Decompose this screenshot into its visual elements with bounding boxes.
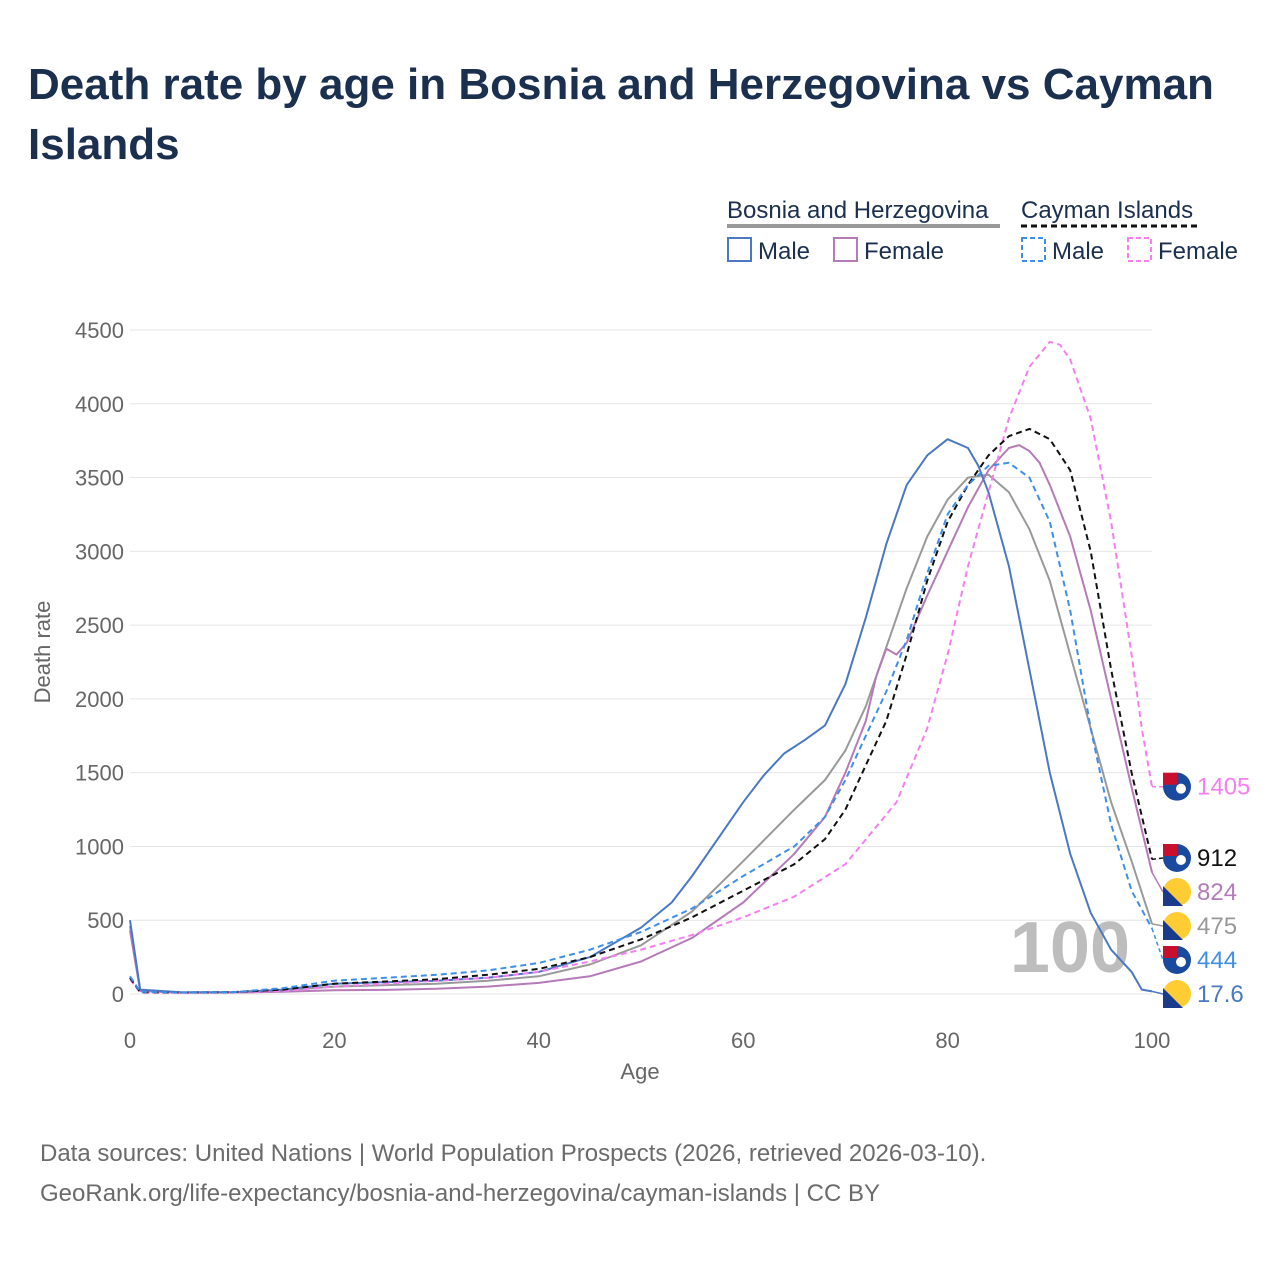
y-axis-ticks: 0 500 1000 1500 2000 2500 3000 3500 4000 4500 xyxy=(75,318,124,1007)
end-label-ba_male: 17.6 xyxy=(1197,981,1244,1008)
bosnia-flag-icon xyxy=(1163,980,1191,1008)
x-tick-20: 20 xyxy=(322,1028,346,1053)
footer-url[interactable]: GeoRank.org/life-expectancy/bosnia-and-h… xyxy=(40,1180,880,1207)
gridlines xyxy=(130,329,1152,995)
end-label-ky_total: 912 xyxy=(1197,845,1237,872)
flag-ky-crest xyxy=(1176,957,1186,967)
series-line-ba_total xyxy=(129,473,1153,994)
flag-ky-crest xyxy=(1176,783,1186,794)
end-label-ky_female: 1405 xyxy=(1197,774,1250,801)
chart-title: Death rate by age in Bosnia and Herzegov… xyxy=(28,60,1214,169)
legend-bosnia-female-label: Female xyxy=(864,238,944,265)
legend-cayman-female-label: Female xyxy=(1158,238,1238,265)
legend-group-cayman: Cayman Islands xyxy=(1021,197,1193,224)
flag-ba-blue xyxy=(1163,886,1183,906)
y-tick-4500: 4500 xyxy=(75,318,124,343)
legend-bosnia-male-swatch xyxy=(727,237,752,262)
y-tick-2000: 2000 xyxy=(75,687,124,712)
end-connector-ba_total xyxy=(1151,923,1164,927)
end-label-ky_male: 444 xyxy=(1197,947,1237,974)
x-tick-60: 60 xyxy=(731,1028,755,1053)
series-lines xyxy=(129,340,1153,994)
x-tick-80: 80 xyxy=(935,1028,959,1053)
flag-ba-blue xyxy=(1163,920,1183,940)
series-line-ba_female xyxy=(129,444,1153,994)
legend-cayman-male-label: Male xyxy=(1052,238,1104,265)
x-tick-40: 40 xyxy=(527,1028,551,1053)
x-tick-0: 0 xyxy=(124,1028,136,1053)
flag-ky-union xyxy=(1163,844,1177,856)
end-label-ba_female: 824 xyxy=(1197,879,1237,906)
flag-ky-union xyxy=(1163,946,1177,958)
bosnia-flag-icon xyxy=(1163,912,1191,940)
end-connector-ba_male xyxy=(1151,990,1164,995)
x-axis-title: Age xyxy=(620,1059,659,1084)
legend: Bosnia and Herzegovina Cayman Islands Ma… xyxy=(727,197,1238,265)
year-label: 100 xyxy=(1010,908,1130,988)
x-axis-ticks: 0 20 40 60 80 100 xyxy=(124,1028,1170,1053)
series-line-ba_male xyxy=(129,438,1153,994)
y-tick-3500: 3500 xyxy=(75,466,124,491)
y-tick-500: 500 xyxy=(87,908,124,933)
footer-sources: Data sources: United Nations | World Pop… xyxy=(40,1140,987,1167)
series-line-ky_total xyxy=(129,427,1153,994)
cayman-flag-icon xyxy=(1163,772,1191,801)
y-tick-2500: 2500 xyxy=(75,613,124,638)
y-axis-title: Death rate xyxy=(30,601,55,704)
y-tick-1500: 1500 xyxy=(75,761,124,786)
legend-cayman-female-swatch xyxy=(1127,237,1152,262)
end-connector-ky_male xyxy=(1151,928,1164,961)
cayman-flag-icon xyxy=(1163,946,1191,974)
flag-ba-blue xyxy=(1163,988,1183,1008)
bosnia-flag-icon xyxy=(1163,878,1191,906)
end-connector-ky_total xyxy=(1151,857,1164,861)
legend-cayman-male-swatch xyxy=(1021,237,1046,262)
y-tick-3000: 3000 xyxy=(75,539,124,564)
legend-group-bosnia: Bosnia and Herzegovina xyxy=(727,197,989,224)
series-line-ky_female xyxy=(129,340,1153,994)
legend-bosnia-male-label: Male xyxy=(758,238,810,265)
cayman-flag-icon xyxy=(1163,844,1191,872)
series-line-ky_male xyxy=(129,461,1153,994)
flag-ky-crest xyxy=(1176,855,1186,865)
y-tick-1000: 1000 xyxy=(75,834,124,859)
y-tick-4000: 4000 xyxy=(75,392,124,417)
legend-bosnia-female-swatch xyxy=(833,237,858,262)
end-labels: 1405 912 824 475 444 17.6 xyxy=(1151,772,1250,1008)
end-connector-ba_female xyxy=(1151,872,1164,893)
x-tick-100: 100 xyxy=(1134,1028,1171,1053)
flag-ky-union xyxy=(1163,772,1177,785)
y-tick-0: 0 xyxy=(112,982,124,1007)
end-label-ba_total: 475 xyxy=(1197,913,1237,940)
